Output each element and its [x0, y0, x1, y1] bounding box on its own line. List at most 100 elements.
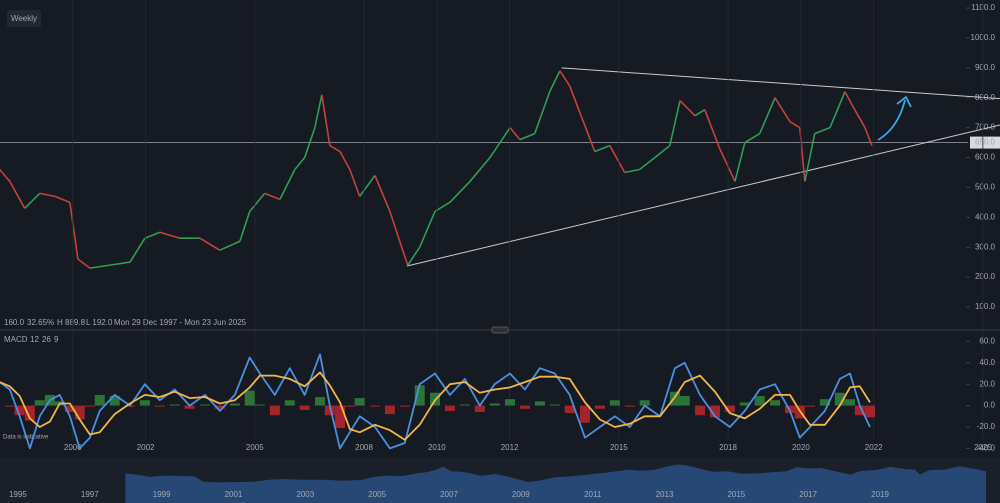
- navigator-tick-label: 2015: [727, 490, 745, 499]
- y-tick-label: 100.0: [975, 302, 996, 311]
- price-segment: [314, 94, 323, 128]
- price-segment: [829, 91, 846, 128]
- histogram-bar: [4, 405, 15, 407]
- histogram-bar: [354, 398, 365, 406]
- price-segment: [854, 109, 866, 129]
- navigator-tick-label: 2007: [440, 490, 458, 499]
- price-segment: [0, 168, 11, 182]
- info-high: H 889.8: [57, 318, 86, 327]
- price-segment: [374, 175, 391, 212]
- price-segment: [77, 258, 91, 269]
- indicator-name: MACD: [4, 335, 28, 344]
- navigator-tick-label: 2001: [225, 490, 243, 499]
- price-segment: [679, 100, 696, 117]
- histogram-bar: [109, 395, 120, 406]
- y-tick-label: 0.0: [984, 401, 996, 410]
- price-segment: [303, 127, 316, 158]
- indicator-param: 26: [42, 335, 51, 344]
- histogram-bar: [269, 405, 280, 416]
- price-segment: [519, 132, 536, 141]
- price-segment: [249, 192, 266, 212]
- histogram-bar: [534, 401, 545, 406]
- histogram-bar: [94, 394, 105, 406]
- y-tick-label: 40.0: [979, 358, 995, 367]
- y-tick-label: 400.0: [975, 212, 996, 221]
- histogram-bar: [834, 392, 845, 406]
- histogram-bar: [709, 405, 720, 418]
- price-segment: [321, 94, 331, 146]
- price-segment: [694, 109, 706, 117]
- price-segment: [109, 261, 131, 266]
- histogram-bar: [770, 400, 781, 406]
- histogram-bar: [580, 405, 591, 423]
- histogram-bar: [754, 395, 765, 406]
- histogram-bar: [244, 390, 255, 406]
- price-segment: [814, 126, 831, 135]
- navigator-tick-label: 1997: [81, 490, 99, 499]
- y-tick-label: -40.0: [977, 443, 996, 452]
- x-tick-label: 2012: [501, 443, 519, 452]
- y-tick-label: 900.0: [975, 63, 996, 72]
- navigator-tick-label: 2011: [584, 490, 602, 499]
- histogram-bar: [299, 405, 310, 410]
- x-tick-label: 2018: [719, 443, 737, 452]
- price-segment: [279, 169, 296, 200]
- histogram-bar: [695, 405, 706, 416]
- y-tick-label: 60.0: [979, 337, 995, 346]
- timeframe[interactable]: Weekly: [11, 14, 37, 23]
- y-tick-label: 500.0: [975, 183, 996, 192]
- histogram-bar: [314, 397, 325, 406]
- histogram-bar: [845, 399, 856, 406]
- navigator-tick-label: 1999: [153, 490, 171, 499]
- x-tick-label: 2000: [64, 443, 82, 452]
- indicator-param: 12: [30, 335, 39, 344]
- price-segment: [568, 85, 581, 113]
- navigator-tick-label: 2009: [512, 490, 530, 499]
- y-tick-label: 600.0: [975, 153, 996, 162]
- info-low: L 192.0: [86, 318, 113, 327]
- histogram-bar: [384, 405, 395, 415]
- y-tick-label: 200.0: [975, 272, 996, 281]
- price-segment: [804, 133, 816, 182]
- price-segment: [264, 192, 281, 201]
- price-segment: [159, 231, 181, 240]
- histogram-bar: [184, 405, 195, 409]
- y-tick-label: 1100.0: [971, 3, 995, 12]
- price-segment: [654, 144, 671, 159]
- price-segment: [294, 157, 306, 170]
- price-segment: [199, 237, 221, 251]
- price-segment: [774, 97, 791, 123]
- price-segment: [704, 109, 721, 149]
- price-segment: [759, 97, 776, 134]
- price-segment: [639, 156, 656, 171]
- price-segment: [24, 192, 41, 209]
- histogram-bar: [24, 405, 35, 421]
- price-segment: [864, 127, 873, 146]
- histogram-bar: [14, 405, 25, 416]
- pane-handle[interactable]: [491, 326, 509, 334]
- histogram-bar: [819, 399, 830, 406]
- navigator-tick-label: 2013: [656, 490, 674, 499]
- histogram-bar: [34, 400, 45, 406]
- price-segment: [489, 127, 511, 158]
- annotation-arrow: [877, 99, 906, 141]
- price-segment: [398, 240, 409, 266]
- indicator-param: 9: [54, 335, 59, 344]
- price-segment: [89, 264, 111, 269]
- histogram-bar: [154, 405, 165, 407]
- histogram-bar: [594, 405, 605, 409]
- y-tick-label: 20.0: [979, 379, 995, 388]
- price-segment: [144, 231, 161, 239]
- price-segment: [509, 127, 521, 141]
- histogram-bar: [489, 403, 500, 406]
- price-segment: [389, 211, 401, 242]
- timeframe-box[interactable]: [7, 10, 41, 27]
- histogram-bar: [169, 404, 180, 406]
- histogram-bar: [74, 405, 85, 420]
- histogram-bar: [444, 405, 455, 411]
- histogram-bar: [369, 405, 380, 407]
- histogram-bar: [229, 403, 240, 406]
- price-segment: [54, 195, 71, 204]
